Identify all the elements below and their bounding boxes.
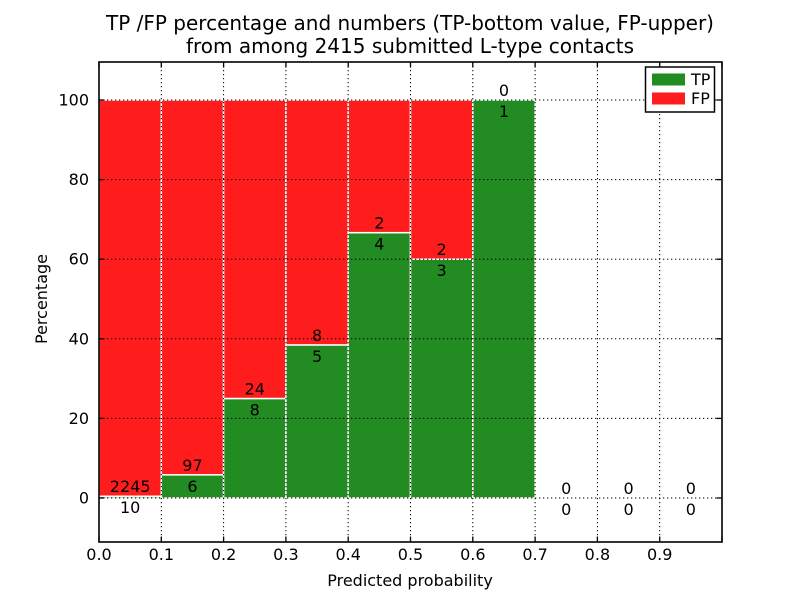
fp-count-label: 97 xyxy=(182,456,202,475)
x-tick-label: 0.5 xyxy=(398,545,423,564)
y-tick-label: 40 xyxy=(69,329,89,348)
y-tick-label: 0 xyxy=(79,489,89,508)
fp-count-label: 2 xyxy=(374,214,384,233)
tp-count-label: 4 xyxy=(374,235,384,254)
legend-swatch-fp xyxy=(652,92,685,105)
bar-fp-segment xyxy=(222,99,287,400)
bar-tp-segment xyxy=(409,258,474,499)
y-tick-label: 60 xyxy=(69,250,89,269)
bar-fp-segment xyxy=(409,99,474,260)
tp-count-label: 0 xyxy=(686,500,696,519)
fp-count-label: 0 xyxy=(623,479,633,498)
chart-title-line1: TP /FP percentage and numbers (TP-bottom… xyxy=(105,11,714,35)
fp-count-label: 2245 xyxy=(110,477,151,496)
fp-count-label: 0 xyxy=(499,81,509,100)
x-tick-label: 0.3 xyxy=(273,545,298,564)
bar-tp-segment xyxy=(472,99,536,499)
fp-count-label: 8 xyxy=(312,326,322,345)
tp-count-label: 5 xyxy=(312,347,322,366)
tp-count-label: 6 xyxy=(187,477,197,496)
y-tick-label: 20 xyxy=(69,409,89,428)
legend-label-tp: TP xyxy=(690,70,711,89)
fp-count-label: 24 xyxy=(245,380,265,399)
bar-tp-segment xyxy=(222,397,287,499)
x-tick-label: 0.0 xyxy=(86,545,111,564)
x-tick-label: 0.6 xyxy=(460,545,485,564)
x-tick-label: 0.1 xyxy=(149,545,174,564)
fp-count-label: 2 xyxy=(437,240,447,259)
x-tick-label: 0.2 xyxy=(211,545,236,564)
x-tick-label: 0.7 xyxy=(522,545,547,564)
tp-count-label: 3 xyxy=(437,261,447,280)
x-tick-label: 0.4 xyxy=(335,545,360,564)
y-tick-label: 100 xyxy=(58,91,89,110)
x-tick-label: 0.9 xyxy=(647,545,672,564)
tp-count-label: 0 xyxy=(561,500,571,519)
bar-fp-segment xyxy=(285,99,349,346)
tp-count-label: 1 xyxy=(499,102,509,121)
legend-swatch-tp xyxy=(652,73,685,86)
fp-count-label: 0 xyxy=(686,479,696,498)
plot-area: 0.0 0.1 0.2 0.3 0.4 0.5 0.6 0.7 0.8 0.90204060801… xyxy=(58,61,723,564)
tp-count-label: 10 xyxy=(120,498,140,517)
tp-count-label: 0 xyxy=(623,500,633,519)
y-axis-title: Percentage xyxy=(32,254,51,344)
x-axis-title: Predicted probability xyxy=(327,571,493,590)
legend: TP FP xyxy=(644,66,716,113)
fp-count-label: 0 xyxy=(561,479,571,498)
bar-tp-segment xyxy=(285,344,349,499)
bar-fp-segment xyxy=(160,99,225,476)
bar-tp-segment xyxy=(347,231,412,499)
y-tick-label: 80 xyxy=(69,170,89,189)
chart-title-line2: from among 2415 submitted L-type contact… xyxy=(186,34,634,58)
x-tick-label: 0.8 xyxy=(585,545,610,564)
legend-label-fp: FP xyxy=(691,89,710,108)
bar-fp-segment xyxy=(98,99,163,497)
tp-count-label: 8 xyxy=(250,401,260,420)
